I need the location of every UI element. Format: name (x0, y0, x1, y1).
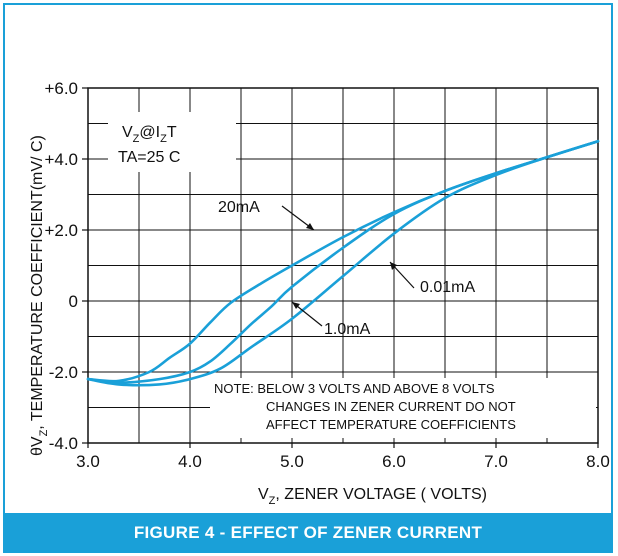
annotation-arrow-1.0mA (292, 302, 300, 309)
y-tick-label: +6.0 (44, 79, 78, 98)
annotations: 20mA 0.01mA 1.0mA (218, 199, 475, 338)
series-layer (86, 139, 600, 387)
conditions-line-2: TA=25 C (118, 149, 180, 166)
y-tick-label: 0 (69, 292, 78, 311)
y-tick-label: +4.0 (44, 150, 78, 169)
x-tick-labels: 3.0 4.0 5.0 6.0 7.0 8.0 (76, 452, 610, 471)
y-axis-label: θVZ, TEMPERATURE COEFFICIENT(mV/ C) (29, 135, 50, 456)
annotation-label-0.01mA: 0.01mA (420, 279, 475, 296)
x-tick-label: 4.0 (178, 452, 202, 471)
y-tick-label: +2.0 (44, 221, 78, 240)
x-tick-label: 5.0 (280, 452, 304, 471)
x-tick-label: 3.0 (76, 452, 100, 471)
y-tick-label: -2.0 (49, 363, 78, 382)
x-tick-label: 8.0 (586, 452, 610, 471)
note-line-3: AFFECT TEMPERATURE COEFFICIENTS (266, 417, 516, 432)
note-line-2: CHANGES IN ZENER CURRENT DO NOT (266, 399, 516, 414)
tick-marks (82, 87, 599, 448)
annotation-label-1.0mA: 1.0mA (324, 321, 371, 338)
plot-border (87, 87, 599, 444)
y-tick-label: -4.0 (49, 434, 78, 453)
y-tick-labels: -4.0 -2.0 0 +2.0 +4.0 +6.0 (44, 79, 78, 453)
x-tick-label: 6.0 (382, 452, 406, 471)
conditions-box (108, 112, 236, 172)
series-line-1.0mA (86, 139, 600, 384)
conditions-line-1: VZ@IZT (122, 124, 177, 145)
note-line-1: NOTE: BELOW 3 VOLTS AND ABOVE 8 VOLTS (214, 381, 495, 396)
caption-bar: FIGURE 4 - EFFECT OF ZENER CURRENT (3, 513, 613, 553)
x-axis-label: VZ, ZENER VOLTAGE ( VOLTS) (258, 486, 487, 507)
figure-caption: FIGURE 4 - EFFECT OF ZENER CURRENT (133, 523, 483, 542)
annotation-arrow-0.01mA (390, 262, 397, 270)
annotation-arrow-20mA (306, 223, 314, 230)
note-box (210, 378, 596, 438)
series-line-0.01mA (86, 139, 600, 387)
annotation-label-20mA: 20mA (218, 199, 260, 216)
x-tick-label: 7.0 (484, 452, 508, 471)
